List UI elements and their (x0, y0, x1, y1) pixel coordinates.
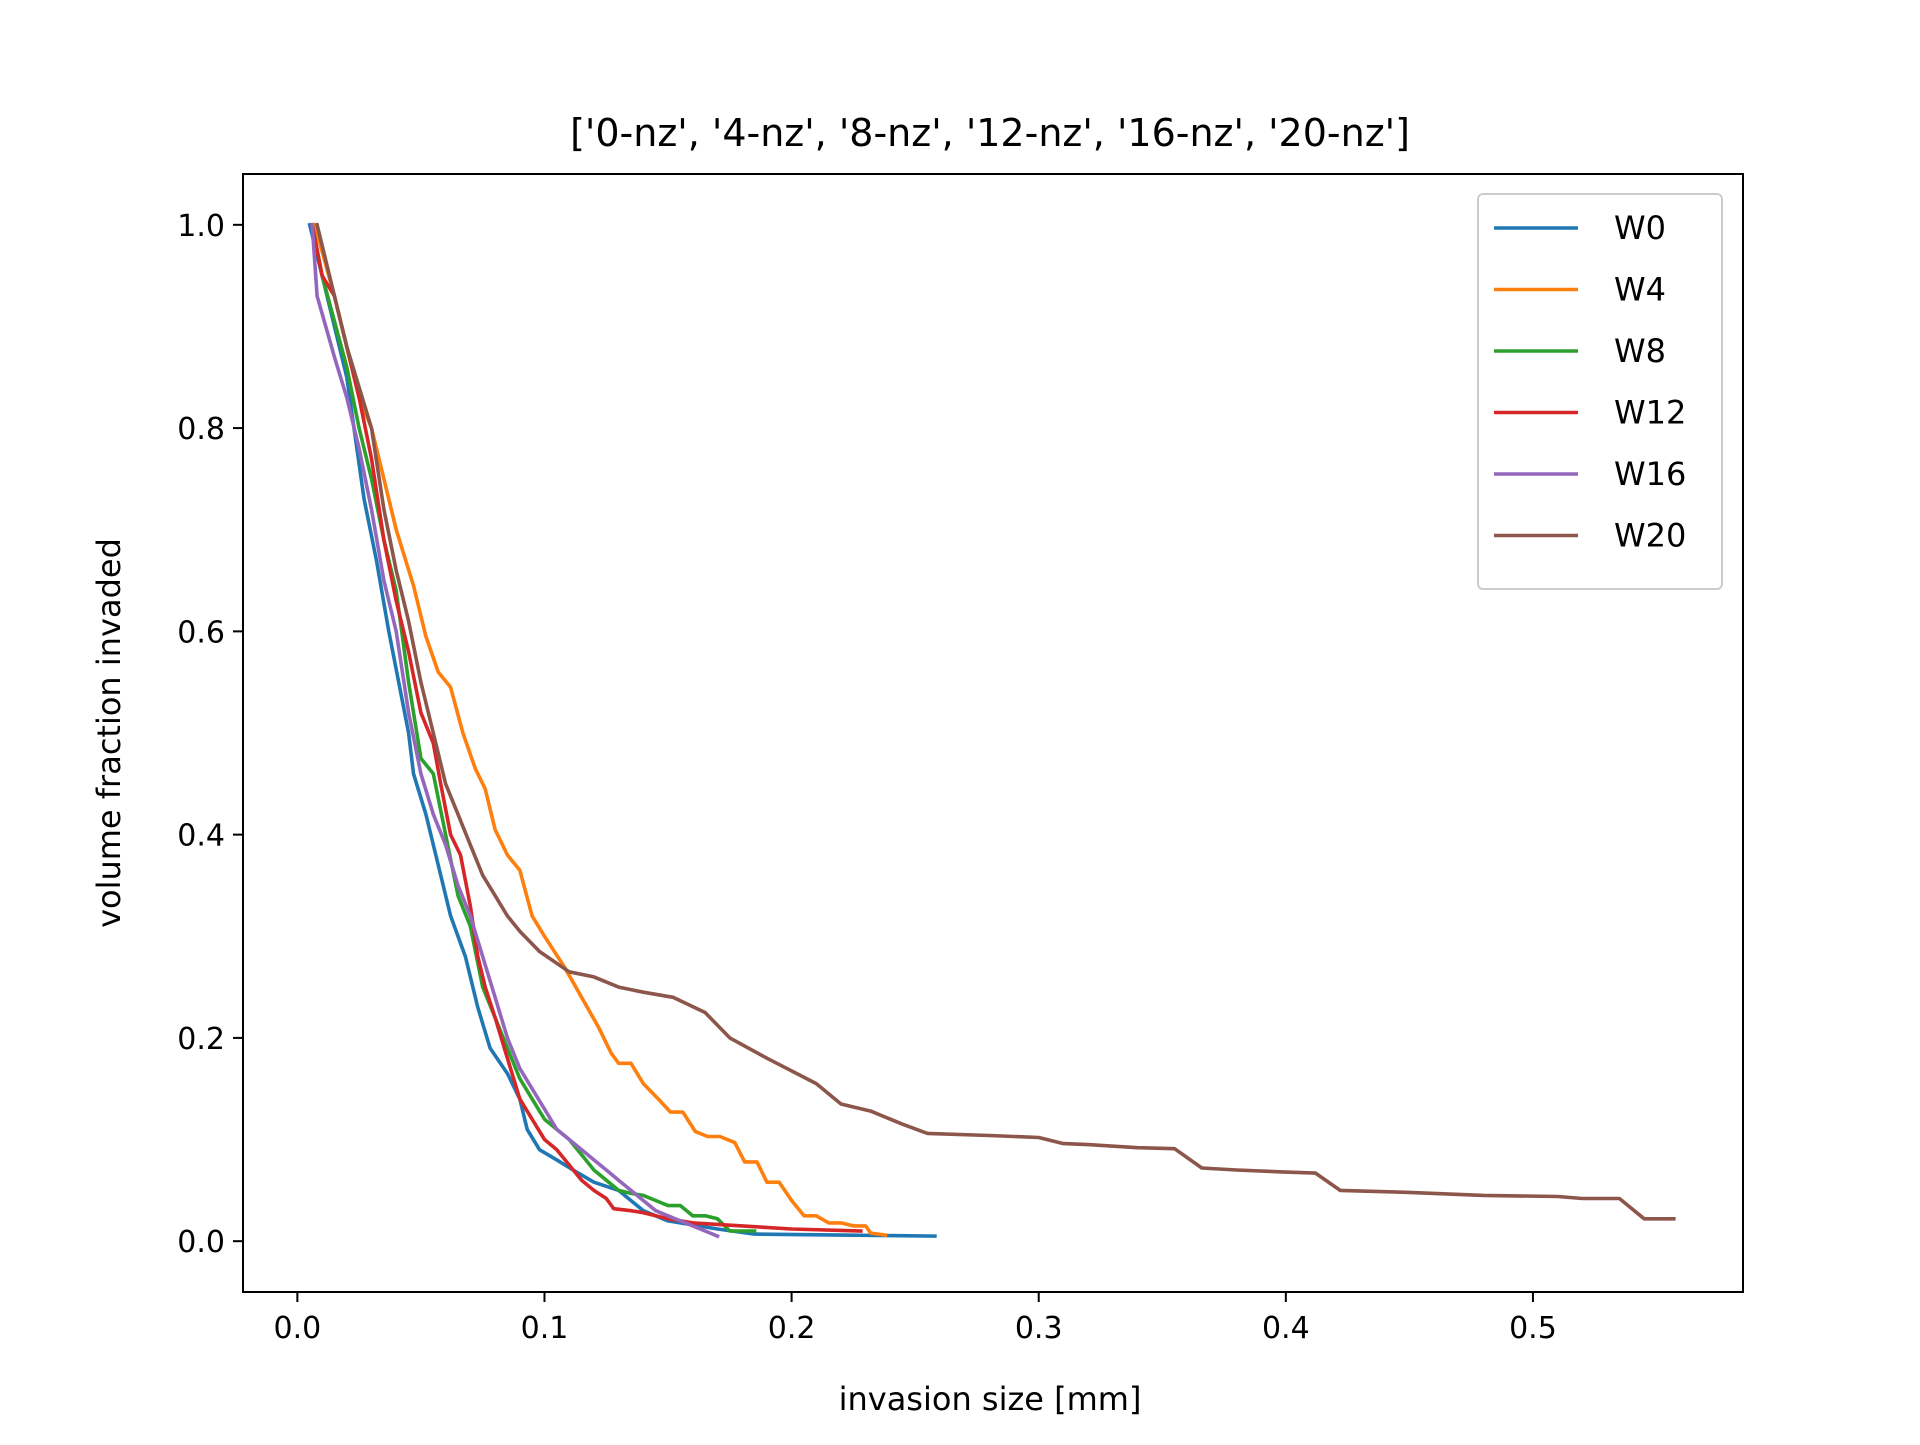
legend-label-w8: W8 (1614, 332, 1666, 370)
y-tick-label: 0.6 (177, 615, 225, 650)
y-tick-label: 0.8 (177, 412, 225, 447)
legend: W0 W4 W8 W12 W16 W20 (1477, 193, 1723, 590)
y-tick-label: 1.0 (177, 209, 225, 244)
x-tick-label: 0.4 (1262, 1311, 1310, 1346)
y-tick-label: 0.0 (177, 1225, 225, 1260)
series-line-w20 (314, 222, 1676, 1221)
series-line-w12 (310, 222, 863, 1233)
x-axis-label: invasion size [mm] (839, 1380, 1142, 1418)
x-axis-ticks: 0.0 0.1 0.2 0.3 0.4 0.5 (274, 1292, 1557, 1346)
legend-label-w0: W0 (1614, 209, 1666, 247)
y-tick-label: 0.4 (177, 819, 225, 854)
legend-label-w4: W4 (1614, 271, 1666, 309)
plot-area: 0.0 0.1 0.2 0.3 0.4 0.5 0.0 0.2 0.4 0.6 0.8 1.0 (177, 173, 1744, 1346)
y-axis-label: volume fraction invaded (90, 538, 128, 928)
y-axis-ticks: 0.0 0.2 0.4 0.6 0.8 1.0 (177, 209, 243, 1260)
x-tick-label: 0.3 (1015, 1311, 1063, 1346)
series-layer (307, 222, 1676, 1239)
legend-box (1477, 193, 1723, 590)
x-tick-label: 0.0 (274, 1311, 322, 1346)
axes-frame (242, 173, 1744, 1293)
x-tick-label: 0.2 (768, 1311, 816, 1346)
legend-label-w12: W12 (1614, 394, 1686, 432)
series-line-w4 (312, 222, 888, 1238)
y-tick-label: 0.2 (177, 1022, 225, 1057)
legend-label-w16: W16 (1614, 455, 1686, 493)
x-tick-label: 0.5 (1509, 1311, 1557, 1346)
x-tick-label: 0.1 (521, 1311, 569, 1346)
series-line-w16 (310, 222, 720, 1239)
legend-label-w20: W20 (1614, 517, 1686, 555)
chart-title: ['0-nz', '4-nz', '8-nz', '12-nz', '16-nz… (570, 111, 1410, 155)
